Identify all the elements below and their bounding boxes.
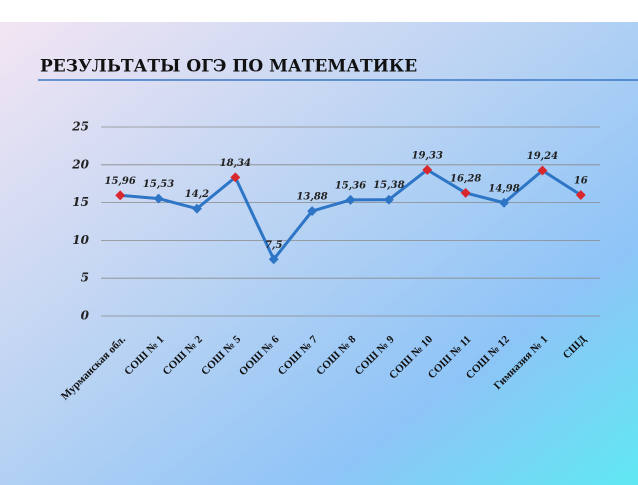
marker [307,206,318,217]
y-tick-label: 5 [81,271,89,285]
marker [115,190,126,201]
y-tick-label: 25 [71,120,89,134]
marker [537,165,548,176]
value-label: 18,34 [220,158,251,169]
value-label: 15,38 [373,180,404,191]
value-label: 7,5 [265,240,282,251]
marker [460,187,471,198]
marker [268,254,279,265]
y-tick-label: 15 [72,195,89,209]
value-label: 14,98 [488,183,519,194]
value-label: 15,36 [335,180,366,191]
marker [422,164,433,175]
value-label: 19,24 [527,151,558,162]
chart-title: РЕЗУЛЬТАТЫ ОГЭ ПО МАТЕМАТИКЕ [40,57,417,77]
value-label: 19,33 [412,150,443,161]
value-label: 13,88 [296,192,327,203]
marker [230,172,241,183]
marker [153,193,164,204]
value-label: 14,2 [185,189,209,200]
marker [192,203,202,214]
y-tick-label: 10 [72,233,89,247]
marker [345,194,356,205]
value-label: 15,53 [143,179,174,190]
value-label: 16 [574,176,588,187]
y-tick-label: 0 [81,309,90,323]
top-strip [0,0,638,22]
marker [575,190,586,200]
value-label: 15,96 [105,176,136,187]
marker [499,197,509,208]
marker [383,194,394,205]
y-tick-label: 20 [71,157,89,171]
value-label: 16,28 [450,173,481,184]
